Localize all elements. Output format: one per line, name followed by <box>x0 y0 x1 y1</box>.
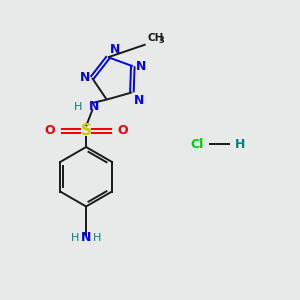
Text: CH: CH <box>148 33 164 43</box>
Text: N: N <box>134 94 144 107</box>
Text: S: S <box>81 123 92 138</box>
Text: H: H <box>71 233 80 243</box>
Text: Cl: Cl <box>190 138 203 151</box>
Text: O: O <box>117 124 128 137</box>
Text: N: N <box>136 60 146 73</box>
Text: 3: 3 <box>159 36 164 45</box>
Text: N: N <box>89 100 99 113</box>
Text: H: H <box>93 233 101 243</box>
Text: N: N <box>81 231 91 244</box>
Text: O: O <box>44 124 55 137</box>
Text: N: N <box>110 43 120 56</box>
Text: H: H <box>74 102 82 112</box>
Text: N: N <box>80 71 91 84</box>
Text: H: H <box>235 138 245 151</box>
